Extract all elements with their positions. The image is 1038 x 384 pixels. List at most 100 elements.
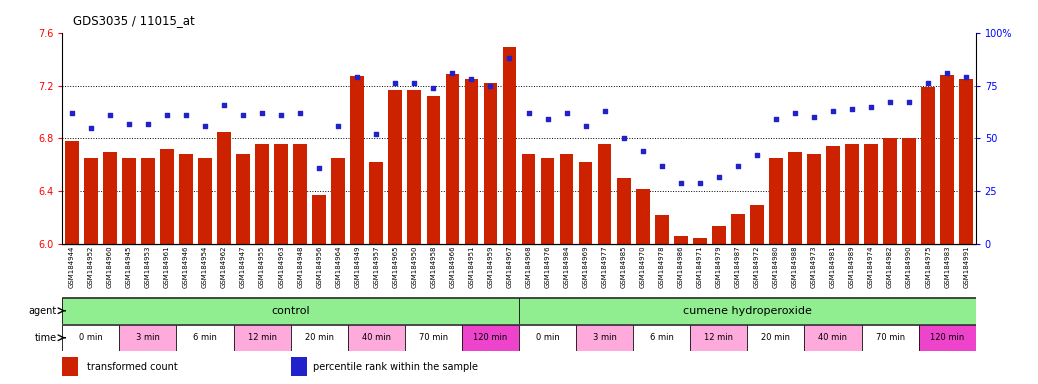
Text: GSM184979: GSM184979	[716, 246, 721, 288]
Text: GSM184959: GSM184959	[488, 246, 493, 288]
Bar	[348, 325, 405, 351]
Text: GSM184952: GSM184952	[88, 246, 93, 288]
Text: GSM184951: GSM184951	[468, 246, 474, 288]
Text: GSM184985: GSM184985	[621, 246, 627, 288]
Bar	[141, 158, 155, 244]
Point	[482, 83, 498, 89]
Text: GSM184989: GSM184989	[849, 246, 855, 288]
Bar	[865, 144, 878, 244]
Text: 0 min: 0 min	[79, 333, 103, 342]
Text: GSM184990: GSM184990	[906, 246, 912, 288]
Text: GSM184957: GSM184957	[374, 246, 379, 288]
Point	[634, 148, 651, 154]
Point	[102, 112, 118, 118]
Text: GSM184984: GSM184984	[564, 246, 570, 288]
Bar	[633, 325, 690, 351]
Text: GSM184976: GSM184976	[545, 246, 550, 288]
Point	[196, 122, 214, 129]
Text: GSM184982: GSM184982	[887, 246, 893, 288]
Text: 120 min: 120 min	[473, 333, 508, 342]
Bar	[617, 178, 630, 244]
Text: GSM184981: GSM184981	[830, 246, 836, 288]
Bar	[62, 325, 119, 351]
Text: agent: agent	[29, 306, 57, 316]
Bar	[845, 144, 858, 244]
Bar	[519, 325, 576, 351]
Bar	[255, 144, 269, 244]
Text: GSM184950: GSM184950	[411, 246, 417, 288]
Text: 20 min: 20 min	[305, 333, 333, 342]
Text: GDS3035 / 11015_at: GDS3035 / 11015_at	[73, 14, 194, 27]
Point	[216, 101, 233, 108]
Bar	[731, 214, 744, 244]
Text: GSM184978: GSM184978	[659, 246, 664, 288]
Text: GSM184970: GSM184970	[639, 246, 646, 288]
Bar	[291, 357, 306, 376]
Text: GSM184980: GSM184980	[773, 246, 778, 288]
Text: GSM184958: GSM184958	[431, 246, 436, 288]
Bar	[919, 325, 976, 351]
Text: GSM184991: GSM184991	[963, 246, 969, 288]
Text: GSM184962: GSM184962	[221, 246, 227, 288]
Bar	[388, 89, 402, 244]
Bar	[294, 144, 307, 244]
Text: GSM184945: GSM184945	[126, 246, 132, 288]
Text: GSM184954: GSM184954	[202, 246, 208, 288]
Text: 40 min: 40 min	[362, 333, 390, 342]
Text: control: control	[271, 306, 310, 316]
Text: GSM184949: GSM184949	[354, 246, 360, 288]
Point	[235, 112, 251, 118]
Point	[958, 74, 975, 80]
Bar	[445, 74, 459, 244]
Point	[767, 116, 784, 122]
Point	[730, 163, 746, 169]
Bar	[370, 162, 383, 244]
Bar	[559, 154, 573, 244]
Text: GSM184964: GSM184964	[335, 246, 342, 288]
Point	[310, 165, 327, 171]
Text: GSM184965: GSM184965	[392, 246, 399, 288]
Bar	[180, 154, 193, 244]
Text: 20 min: 20 min	[762, 333, 790, 342]
Text: cumene hydroperoxide: cumene hydroperoxide	[683, 306, 812, 316]
Bar	[712, 226, 726, 244]
Text: GSM184983: GSM184983	[945, 246, 950, 288]
Bar	[598, 144, 611, 244]
Point	[920, 80, 936, 86]
Point	[787, 110, 803, 116]
Text: 3 min: 3 min	[593, 333, 617, 342]
Text: GSM184956: GSM184956	[317, 246, 322, 288]
Text: GSM184977: GSM184977	[602, 246, 607, 288]
Point	[349, 74, 365, 80]
Bar	[750, 205, 764, 244]
Bar	[769, 158, 783, 244]
Bar	[690, 325, 747, 351]
Text: GSM184946: GSM184946	[183, 246, 189, 288]
Point	[881, 99, 898, 106]
Text: GSM184969: GSM184969	[582, 246, 589, 288]
Bar	[579, 162, 593, 244]
Point	[824, 108, 841, 114]
Bar	[465, 79, 479, 244]
Bar	[747, 325, 804, 351]
Bar	[826, 146, 840, 244]
Bar	[922, 87, 935, 244]
Point	[83, 125, 100, 131]
Bar	[312, 195, 326, 244]
Bar	[62, 298, 519, 324]
Point	[558, 110, 575, 116]
Point	[120, 121, 137, 127]
Point	[938, 70, 955, 76]
Text: GSM184955: GSM184955	[260, 246, 265, 288]
Point	[540, 116, 556, 122]
Bar	[519, 298, 976, 324]
Point	[616, 136, 632, 142]
Point	[367, 131, 384, 137]
Point	[444, 70, 461, 76]
Bar	[65, 141, 79, 244]
Text: GSM184973: GSM184973	[811, 246, 817, 288]
Text: GSM184961: GSM184961	[164, 246, 170, 288]
Bar	[541, 158, 554, 244]
Bar	[636, 189, 650, 244]
Bar	[62, 357, 78, 376]
